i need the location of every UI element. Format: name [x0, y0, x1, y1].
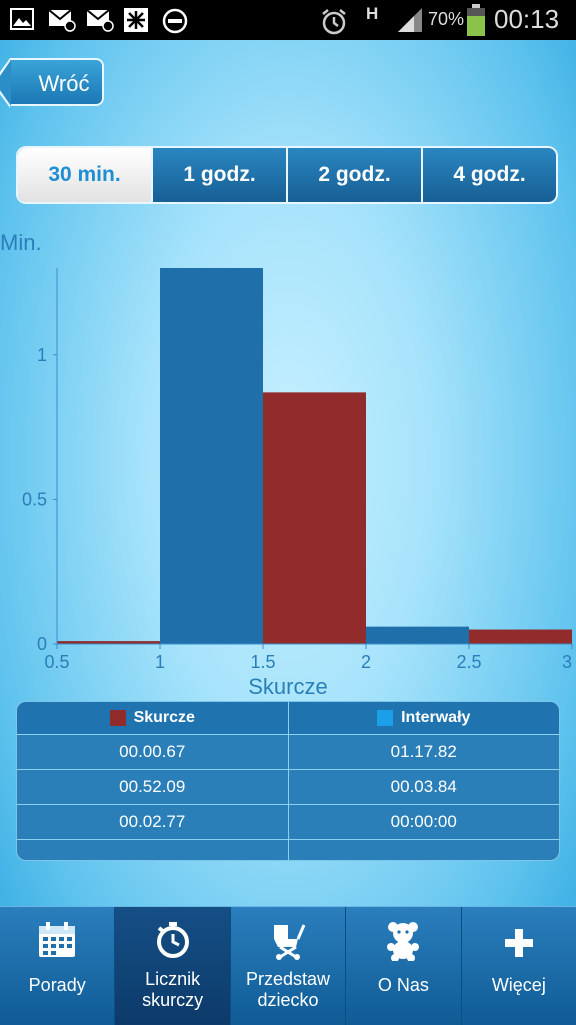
teddy-bear-icon — [387, 922, 420, 961]
nav-wiecej[interactable]: Więcej — [460, 907, 576, 1025]
nav-wiecej-label: Więcej — [491, 975, 546, 995]
interval-duration: 00.03.84 — [287, 770, 560, 804]
interwaly-swatch — [377, 710, 394, 726]
bar-skurcze-2 — [263, 392, 366, 644]
x-tick-label: 1.5 — [250, 652, 275, 672]
x-tick-label: 0.5 — [44, 652, 69, 672]
bottom-navigation: Porady Licznik skurczy Przedstaw dziecko — [0, 906, 576, 1025]
interval-duration: 01.17.82 — [287, 735, 560, 769]
tab-2-hours[interactable]: 2 godz. — [286, 148, 421, 202]
y-tick-label: 0 — [37, 634, 47, 654]
stopwatch-icon — [156, 922, 189, 958]
nav-licznik-label: Licznik skurczy — [142, 969, 204, 1010]
bar-skurcze-0 — [57, 641, 160, 644]
y-tick-label: 1 — [37, 345, 47, 365]
nav-o-nas-label: O Nas — [377, 975, 429, 995]
status-bar: H 70% 00:13 — [0, 0, 576, 40]
plus-icon — [504, 929, 533, 957]
clock: 00:13 — [494, 4, 560, 34]
nav-o-nas[interactable]: O Nas — [345, 907, 460, 1025]
back-button[interactable]: Wróć — [0, 58, 104, 108]
gallery-icon — [10, 8, 34, 30]
table-row: 00.52.09 00.03.84 — [17, 769, 559, 804]
interval-duration: 00:00:00 — [287, 805, 560, 839]
battery-percent: 70% — [428, 9, 465, 29]
stroller-icon — [274, 924, 306, 960]
x-tick-label: 3 — [562, 652, 572, 672]
tab-1-hour[interactable]: 1 godz. — [151, 148, 286, 202]
empty-cell — [287, 840, 560, 860]
x-tick-label: 1 — [155, 652, 165, 672]
header-skurcze: Skurcze — [17, 702, 288, 734]
battery-icon — [467, 4, 485, 36]
email-icon-2 — [86, 9, 114, 32]
time-range-tabs: 30 min. 1 godz. 2 godz. 4 godz. — [16, 146, 558, 204]
contractions-chart: Min. 00.51 0.5 1 1.5 2 2.5 3 Skurcze — [0, 230, 573, 699]
bar-interwaly-1 — [160, 268, 263, 644]
table-empty-row — [17, 839, 560, 860]
nav-porady[interactable]: Porady — [0, 907, 114, 1025]
header-skurcze-label: Skurcze — [133, 709, 195, 726]
skurcze-swatch — [109, 710, 126, 726]
bar-skurcze-4 — [469, 629, 572, 644]
tab-30-min[interactable]: 30 min. — [18, 148, 151, 202]
tab-4-hours[interactable]: 4 godz. — [421, 148, 556, 202]
do-not-disturb-icon — [162, 8, 188, 34]
header-interwaly: Interwały — [287, 702, 560, 734]
alarm-icon — [322, 9, 346, 35]
signal-icon — [398, 8, 422, 32]
nav-porady-label: Porady — [28, 975, 86, 995]
empty-cell — [17, 840, 288, 860]
table-header: Skurcze Interwały — [17, 702, 559, 734]
y-tick-label: 0.5 — [22, 489, 47, 509]
nav-przedstaw-label: Przedstaw dziecko — [245, 969, 331, 1010]
x-axis-label: Skurcze — [248, 674, 327, 699]
bar-interwaly-3 — [366, 626, 469, 644]
network-type: H — [366, 4, 379, 23]
calendar-icon — [39, 922, 76, 957]
x-tick-label: 2 — [361, 652, 371, 672]
y-axis-label: Min. — [0, 230, 42, 255]
table-row: 00.02.77 00:00:00 — [17, 804, 559, 839]
contraction-duration: 00.02.77 — [119, 812, 186, 831]
asterisk-app-icon — [124, 8, 148, 32]
nav-licznik-skurczy[interactable]: Licznik skurczy — [114, 907, 230, 1025]
email-icon — [48, 9, 76, 32]
contraction-duration: 00.52.09 — [119, 777, 186, 796]
header-interwaly-label: Interwały — [401, 709, 471, 726]
contractions-table: Skurcze Interwały 00.00.67 01.17.82 00.5… — [16, 701, 560, 861]
nav-przedstaw-dziecko[interactable]: Przedstaw dziecko — [229, 907, 345, 1025]
table-row: 00.00.67 01.17.82 — [17, 734, 559, 769]
x-tick-label: 2.5 — [456, 652, 481, 672]
contraction-duration: 00.00.67 — [119, 742, 186, 761]
